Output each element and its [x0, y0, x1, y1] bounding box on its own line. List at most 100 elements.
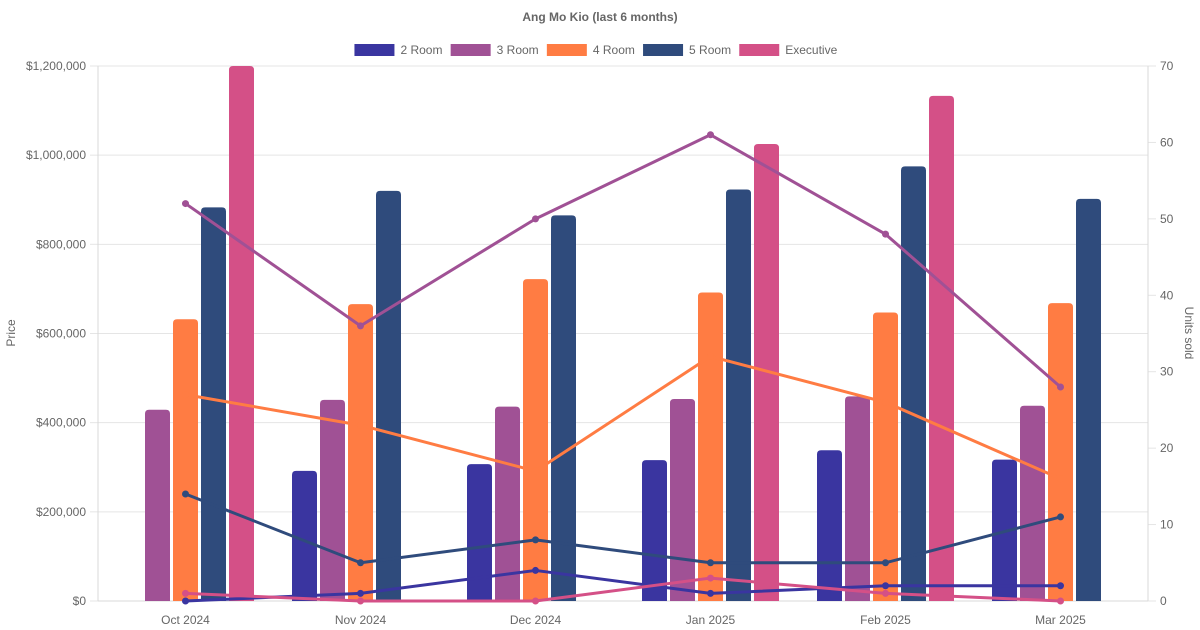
bar [495, 406, 520, 601]
x-tick-label: Mar 2025 [1035, 613, 1086, 627]
line-point [882, 230, 889, 238]
y-tick-label: $800,000 [36, 237, 86, 251]
line-point [182, 490, 189, 498]
bar [292, 470, 317, 601]
bar [376, 190, 401, 602]
y-axis-left: $0 $200,000 $400,000 $600,000 $800,000 $1,000… [26, 59, 99, 608]
line-point [182, 589, 189, 597]
line-point [357, 559, 364, 567]
line-point [1057, 513, 1064, 521]
bar [1020, 405, 1045, 601]
line-series-4-room [182, 352, 1064, 483]
bar [467, 464, 492, 601]
line-point [182, 597, 189, 605]
bar-series-2-room [292, 450, 1017, 601]
y2-tick-label: 20 [1160, 441, 1174, 455]
series-line [184, 133, 1062, 389]
y2-tick-label: 40 [1160, 288, 1174, 302]
legend-item-4-room: 4 Room [546, 43, 635, 57]
y-tick-label: $0 [73, 594, 87, 608]
legend-label: 3 Room [497, 43, 539, 57]
line-point [707, 589, 714, 597]
y2-tick-label: 50 [1160, 212, 1174, 226]
bar [1048, 303, 1073, 601]
y2-tick-label: 60 [1160, 135, 1174, 149]
line-point [1057, 475, 1064, 483]
line-point [357, 597, 364, 605]
legend-item-executive: Executive [739, 43, 838, 57]
legend-label: 2 Room [400, 43, 442, 57]
line-point [1057, 582, 1064, 590]
line-point [707, 559, 714, 567]
legend-item-3-room: 3 Room [450, 43, 539, 57]
y-tick-label: $200,000 [36, 505, 86, 519]
bar [726, 189, 751, 601]
x-tick-label: Nov 2024 [335, 613, 387, 627]
line-point [532, 215, 539, 223]
legend-swatch [546, 44, 587, 56]
y2-axis-title: Units sold [1182, 307, 1196, 360]
bar [348, 304, 373, 601]
legend-item-2-room: 2 Room [354, 43, 442, 57]
legend-item-5-room: 5 Room [643, 43, 731, 57]
line-point [182, 200, 189, 208]
line-series-3-room [182, 131, 1064, 391]
bar [845, 396, 870, 601]
series-line [185, 568, 1061, 603]
bar-series-5-room [201, 166, 1101, 602]
x-tick-label: Jan 2025 [686, 613, 736, 627]
gridlines [98, 65, 1148, 602]
bar-series-3-room [145, 396, 1045, 601]
line-point [532, 467, 539, 475]
line-point [707, 574, 714, 582]
y2-tick-label: 10 [1160, 518, 1174, 532]
line-point [707, 352, 714, 360]
line-point [532, 566, 539, 574]
x-tick-label: Dec 2024 [510, 613, 562, 627]
y-tick-label: $1,200,000 [26, 59, 86, 73]
line-point [707, 131, 714, 139]
line-point [1057, 597, 1064, 605]
y-tick-label: $600,000 [36, 327, 86, 341]
bar [173, 319, 198, 601]
bar [642, 460, 667, 601]
legend-label: Executive [785, 43, 837, 57]
legend: 2 Room 3 Room 4 Room 5 Room Executive [354, 43, 838, 57]
x-tick-label: Oct 2024 [161, 613, 210, 627]
line-point [182, 391, 189, 399]
bar [145, 409, 170, 601]
line-point [882, 559, 889, 567]
bar [670, 399, 695, 601]
bar [229, 66, 254, 601]
x-tick-label: Feb 2025 [860, 613, 911, 627]
legend-swatch [643, 44, 684, 56]
legend-swatch [739, 44, 780, 56]
x-axis: Oct 2024 Nov 2024 Dec 2024 Jan 2025 Feb 2025… [98, 600, 1148, 627]
bars [145, 66, 1101, 602]
legend-swatch [450, 44, 491, 56]
bar [929, 95, 954, 601]
line-point [532, 536, 539, 544]
y-axis-title: Price [4, 319, 18, 347]
y2-tick-label: 30 [1160, 365, 1174, 379]
bar [1076, 198, 1101, 601]
line-point [882, 398, 889, 406]
line-point [882, 582, 889, 590]
line-series-5-room [182, 490, 1064, 567]
series-line [184, 492, 1061, 565]
line-series-executive [182, 574, 1064, 605]
y-axis-right: 0 10 20 30 40 50 60 70 [1147, 59, 1174, 608]
line-point [532, 597, 539, 605]
y2-tick-label: 0 [1160, 594, 1167, 608]
legend-label: 5 Room [689, 43, 731, 57]
bar [698, 292, 723, 601]
line-point [357, 589, 364, 597]
legend-swatch [354, 44, 395, 56]
y-tick-label: $1,000,000 [26, 148, 86, 162]
bar [901, 166, 926, 601]
bar [320, 399, 345, 601]
line-point [357, 421, 364, 429]
series-line [185, 354, 1062, 481]
line-point [882, 589, 889, 597]
